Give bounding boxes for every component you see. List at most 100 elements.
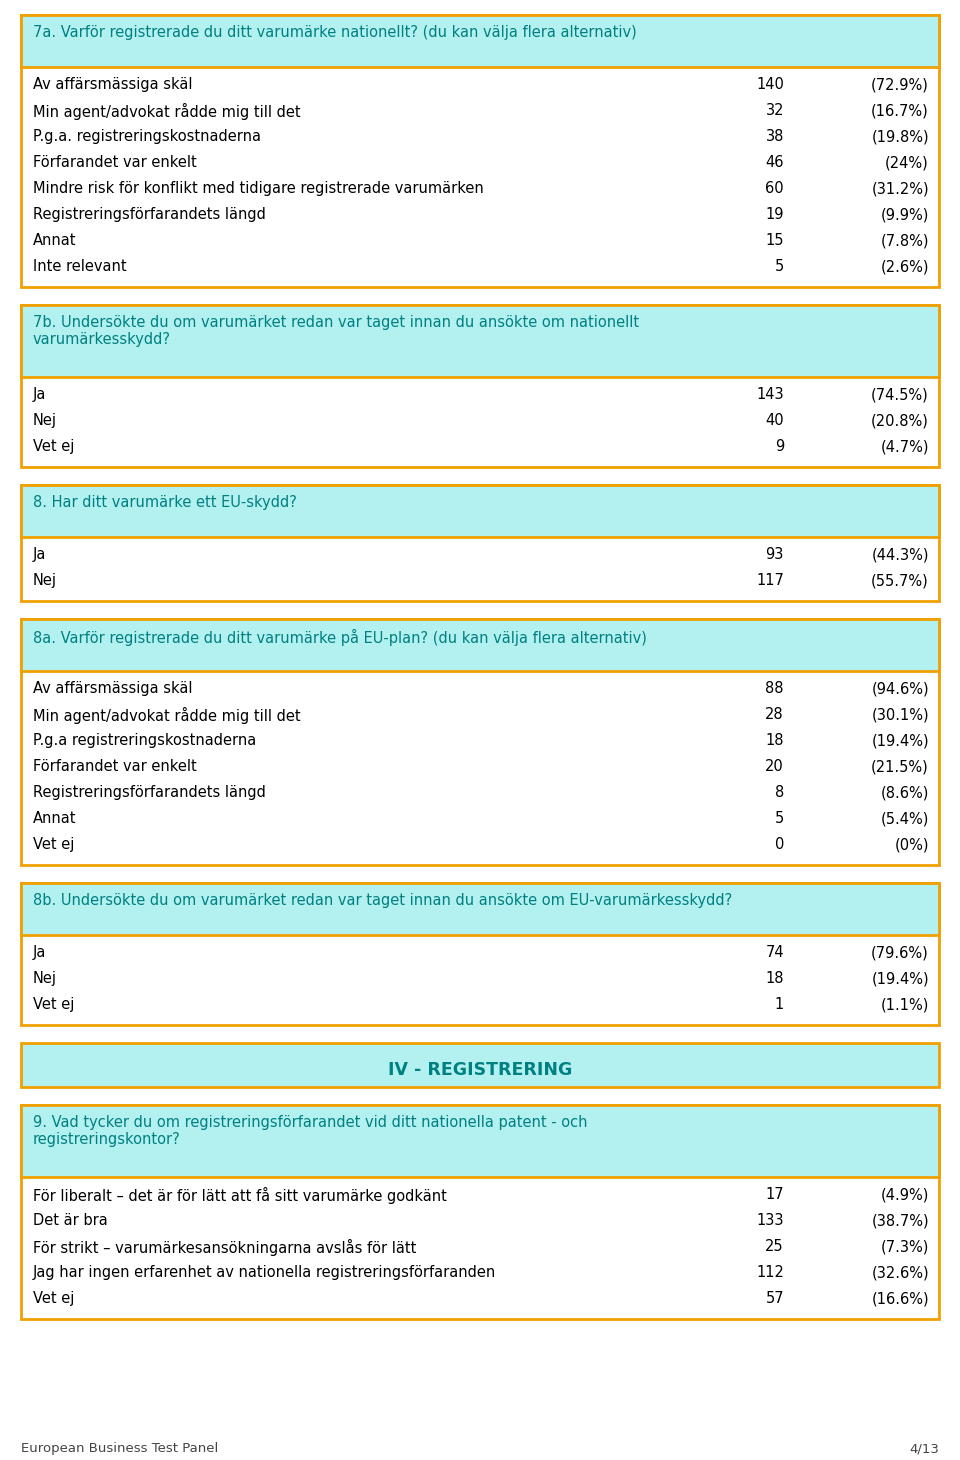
Text: 60: 60 <box>765 181 784 196</box>
Text: (55.7%): (55.7%) <box>872 572 929 588</box>
Text: 0: 0 <box>775 837 784 853</box>
Text: 1: 1 <box>775 997 784 1012</box>
Text: 8b. Undersökte du om varumärket redan var taget innan du ansökte om EU-varumärke: 8b. Undersökte du om varumärket redan va… <box>33 894 732 908</box>
Text: (4.7%): (4.7%) <box>880 439 929 454</box>
Text: (7.8%): (7.8%) <box>880 234 929 248</box>
Text: Nej: Nej <box>33 572 57 588</box>
Text: 4/13: 4/13 <box>909 1442 939 1456</box>
Text: Inte relevant: Inte relevant <box>33 258 127 274</box>
Text: (1.1%): (1.1%) <box>880 997 929 1012</box>
Bar <box>21 485 939 537</box>
Text: (4.9%): (4.9%) <box>880 1187 929 1202</box>
Text: För liberalt – det är för lätt att få sitt varumärke godkänt: För liberalt – det är för lätt att få si… <box>33 1187 446 1204</box>
Text: (19.4%): (19.4%) <box>872 971 929 986</box>
Text: Ja: Ja <box>33 945 46 961</box>
Text: (20.8%): (20.8%) <box>871 413 929 428</box>
Bar <box>21 619 939 864</box>
Text: 18: 18 <box>765 971 784 986</box>
Text: Jag har ingen erfarenhet av nationella registreringsförfaranden: Jag har ingen erfarenhet av nationella r… <box>33 1264 496 1280</box>
Text: (0%): (0%) <box>895 837 929 853</box>
Text: 133: 133 <box>756 1213 784 1228</box>
Bar <box>21 305 939 377</box>
Text: Min agent/advokat rådde mig till det: Min agent/advokat rådde mig till det <box>33 104 300 120</box>
Text: 7a. Varför registrerade du ditt varumärke nationellt? (du kan välja flera altern: 7a. Varför registrerade du ditt varumärk… <box>33 25 636 39</box>
Text: Registreringsförfarandets längd: Registreringsförfarandets längd <box>33 785 266 800</box>
Text: Av affärsmässiga skäl: Av affärsmässiga skäl <box>33 77 193 92</box>
Text: 112: 112 <box>756 1264 784 1280</box>
Text: 25: 25 <box>765 1240 784 1254</box>
Bar <box>21 15 939 67</box>
Text: (8.6%): (8.6%) <box>880 785 929 800</box>
Text: (72.9%): (72.9%) <box>871 77 929 92</box>
Text: Min agent/advokat rådde mig till det: Min agent/advokat rådde mig till det <box>33 707 300 724</box>
Text: 8. Har ditt varumärke ett EU-skydd?: 8. Har ditt varumärke ett EU-skydd? <box>33 495 297 510</box>
Text: Ja: Ja <box>33 387 46 402</box>
Text: 9: 9 <box>775 439 784 454</box>
Text: Förfarandet var enkelt: Förfarandet var enkelt <box>33 155 197 169</box>
Text: (16.7%): (16.7%) <box>872 104 929 118</box>
Text: Nej: Nej <box>33 971 57 986</box>
Text: Vet ej: Vet ej <box>33 1291 74 1307</box>
Text: 19: 19 <box>765 207 784 222</box>
Text: Nej: Nej <box>33 413 57 428</box>
Text: För strikt – varumärkesansökningarna avslås för lätt: För strikt – varumärkesansökningarna avs… <box>33 1240 417 1256</box>
Text: P.g.a registreringskostnaderna: P.g.a registreringskostnaderna <box>33 733 256 748</box>
Text: 74: 74 <box>765 945 784 961</box>
Bar <box>21 619 939 672</box>
Text: 15: 15 <box>765 234 784 248</box>
Text: (7.3%): (7.3%) <box>880 1240 929 1254</box>
Bar <box>21 1105 939 1177</box>
Text: Mindre risk för konflikt med tidigare registrerade varumärken: Mindre risk för konflikt med tidigare re… <box>33 181 484 196</box>
Text: (32.6%): (32.6%) <box>872 1264 929 1280</box>
Text: (38.7%): (38.7%) <box>872 1213 929 1228</box>
Text: Det är bra: Det är bra <box>33 1213 108 1228</box>
Text: Vet ej: Vet ej <box>33 997 74 1012</box>
Text: 93: 93 <box>766 548 784 562</box>
Text: 8: 8 <box>775 785 784 800</box>
Text: 38: 38 <box>766 128 784 145</box>
Text: 32: 32 <box>765 104 784 118</box>
Text: Vet ej: Vet ej <box>33 837 74 853</box>
Text: (5.4%): (5.4%) <box>880 810 929 826</box>
Text: 9. Vad tycker du om registreringsförfarandet vid ditt nationella patent - och
re: 9. Vad tycker du om registreringsförfara… <box>33 1115 588 1148</box>
Text: (16.6%): (16.6%) <box>872 1291 929 1307</box>
Text: Förfarandet var enkelt: Förfarandet var enkelt <box>33 759 197 774</box>
Bar <box>21 883 939 1025</box>
Text: Annat: Annat <box>33 234 77 248</box>
Text: 5: 5 <box>775 810 784 826</box>
Bar <box>21 15 939 288</box>
Text: 117: 117 <box>756 572 784 588</box>
Text: 57: 57 <box>765 1291 784 1307</box>
Text: Vet ej: Vet ej <box>33 439 74 454</box>
Text: Registreringsförfarandets längd: Registreringsförfarandets längd <box>33 207 266 222</box>
Text: (44.3%): (44.3%) <box>872 548 929 562</box>
Text: Ja: Ja <box>33 548 46 562</box>
Text: (79.6%): (79.6%) <box>872 945 929 961</box>
Text: 140: 140 <box>756 77 784 92</box>
Text: (9.9%): (9.9%) <box>880 207 929 222</box>
Bar <box>21 883 939 934</box>
Text: 88: 88 <box>765 680 784 696</box>
Bar <box>21 1042 939 1088</box>
Text: 46: 46 <box>765 155 784 169</box>
Text: 40: 40 <box>765 413 784 428</box>
Bar <box>21 1105 939 1318</box>
Text: (19.4%): (19.4%) <box>872 733 929 748</box>
Text: 18: 18 <box>765 733 784 748</box>
Text: 143: 143 <box>756 387 784 402</box>
Text: (74.5%): (74.5%) <box>872 387 929 402</box>
Text: (19.8%): (19.8%) <box>872 128 929 145</box>
Text: (31.2%): (31.2%) <box>872 181 929 196</box>
Text: 7b. Undersökte du om varumärket redan var taget innan du ansökte om nationellt
v: 7b. Undersökte du om varumärket redan va… <box>33 315 639 347</box>
Text: 5: 5 <box>775 258 784 274</box>
Text: IV - REGISTRERING: IV - REGISTRERING <box>388 1061 572 1079</box>
Text: Av affärsmässiga skäl: Av affärsmässiga skäl <box>33 680 193 696</box>
Text: 28: 28 <box>765 707 784 723</box>
Text: (21.5%): (21.5%) <box>872 759 929 774</box>
Text: 17: 17 <box>765 1187 784 1202</box>
Text: (2.6%): (2.6%) <box>880 258 929 274</box>
Text: Annat: Annat <box>33 810 77 826</box>
Text: European Business Test Panel: European Business Test Panel <box>21 1442 218 1456</box>
Text: (24%): (24%) <box>885 155 929 169</box>
Bar <box>21 305 939 467</box>
